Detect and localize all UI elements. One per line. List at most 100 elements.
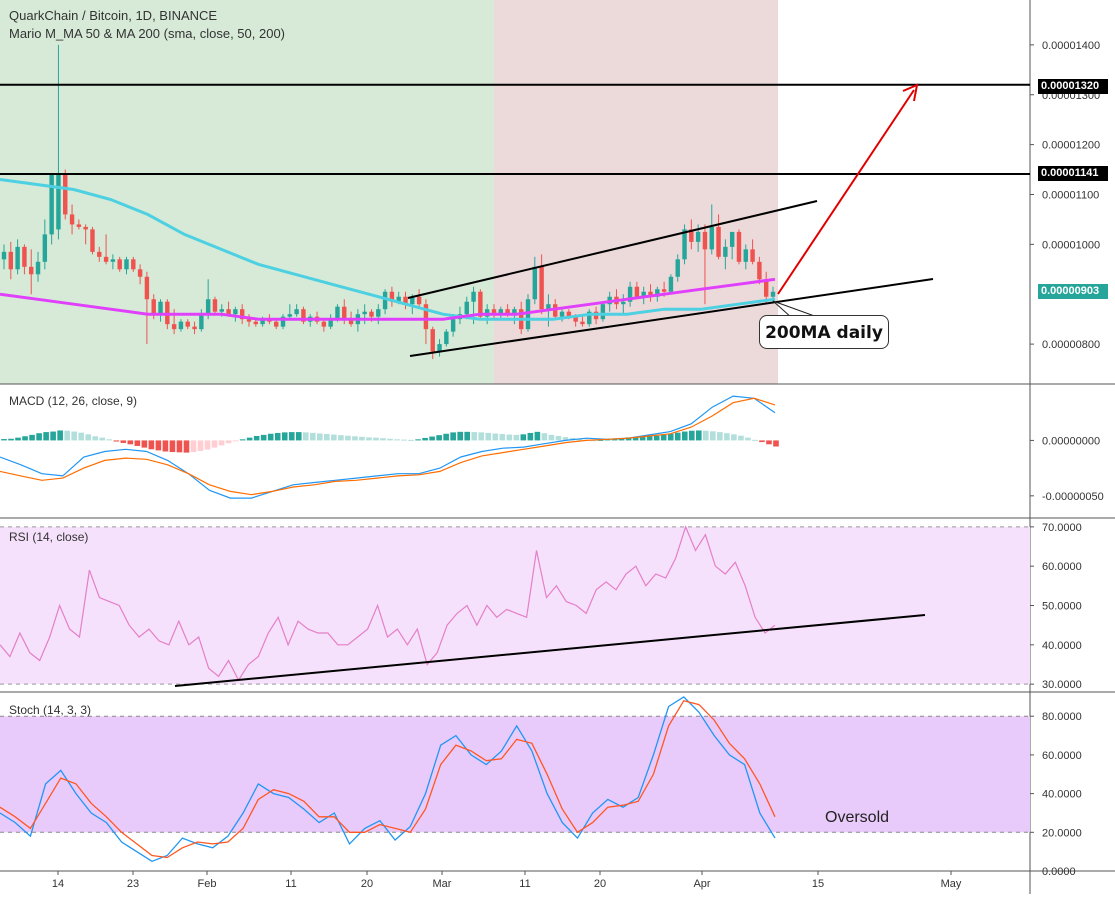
macd-histogram-bar bbox=[43, 432, 49, 441]
macd-histogram-bar bbox=[541, 433, 548, 441]
x-tick-label: Mar bbox=[433, 878, 452, 890]
chart-title: QuarkChain / Bitcoin, 1D, BINANCE bbox=[9, 8, 218, 23]
candle-body bbox=[35, 261, 41, 275]
candle-body bbox=[587, 311, 592, 325]
candle-body bbox=[205, 299, 211, 315]
macd-histogram-bar bbox=[211, 440, 218, 448]
candle-body bbox=[63, 174, 68, 215]
candle-body bbox=[675, 259, 680, 277]
candle-body bbox=[450, 319, 456, 332]
x-tick-label: 11 bbox=[519, 878, 530, 890]
macd-histogram-bar bbox=[731, 434, 737, 441]
stoch-d-line bbox=[0, 699, 776, 859]
macd-histogram-bar bbox=[752, 439, 758, 441]
macd-histogram-bar bbox=[710, 431, 716, 441]
oversold-label: Oversold bbox=[825, 809, 890, 826]
candle-body bbox=[559, 311, 565, 317]
candle-body bbox=[97, 251, 102, 257]
rsi-trendline bbox=[174, 614, 926, 687]
macd-histogram-bar bbox=[141, 440, 148, 448]
ma200-callout: 200MA daily bbox=[759, 315, 889, 349]
stoch-k-line bbox=[0, 696, 776, 863]
candle-body bbox=[416, 296, 422, 305]
candle-body bbox=[15, 246, 20, 270]
candle-body bbox=[49, 174, 54, 235]
x-tick-label: Apr bbox=[693, 878, 710, 890]
projection-arrow bbox=[777, 89, 915, 295]
level-1141-tag: 0.00001141 bbox=[1038, 166, 1108, 181]
candle-body bbox=[702, 231, 708, 250]
candle-body bbox=[29, 266, 34, 275]
x-tick-label: 20 bbox=[361, 878, 373, 890]
macd-histogram-bar bbox=[401, 439, 407, 441]
macd-histogram-bar bbox=[373, 437, 379, 441]
candle-body bbox=[69, 214, 75, 225]
macd-histogram-bar bbox=[485, 432, 492, 441]
macd-histogram-bar bbox=[1, 439, 7, 441]
candle-body bbox=[192, 326, 197, 330]
macd-histogram-bar bbox=[232, 440, 239, 442]
candle-body bbox=[212, 299, 218, 312]
price-tick-label: 0.00000800 bbox=[1042, 339, 1100, 351]
macd-histogram-bar bbox=[695, 430, 702, 441]
macd-histogram-bar bbox=[527, 432, 534, 441]
candle-body bbox=[410, 296, 415, 305]
macd-histogram-bar bbox=[618, 437, 625, 441]
candle-body bbox=[287, 314, 293, 317]
macd-histogram-bar bbox=[766, 440, 772, 445]
channel-lower-line bbox=[409, 278, 934, 357]
macd-histogram-bar bbox=[499, 434, 506, 441]
stoch-tick-label: 40.0000 bbox=[1042, 789, 1082, 801]
stoch-tick-label: 80.0000 bbox=[1042, 711, 1082, 723]
price-tick-label: 0.00001400 bbox=[1042, 40, 1100, 52]
candle-body bbox=[376, 309, 381, 317]
candle-body bbox=[362, 311, 367, 315]
macd-histogram-bar bbox=[394, 439, 400, 441]
macd-histogram-bar bbox=[246, 437, 253, 441]
candle-body bbox=[151, 299, 156, 315]
candle-body bbox=[342, 306, 347, 320]
candle-body bbox=[42, 234, 48, 262]
candle-body bbox=[8, 251, 14, 270]
candle-body bbox=[600, 304, 606, 320]
candle-body bbox=[763, 279, 769, 297]
candle-body bbox=[729, 231, 735, 247]
macd-histogram-bar bbox=[295, 432, 302, 441]
candle-body bbox=[246, 319, 252, 322]
candle-body bbox=[274, 321, 279, 327]
macd-histogram-bar bbox=[85, 434, 92, 441]
macd-label: MACD (12, 26, close, 9) bbox=[9, 394, 138, 408]
candle-body bbox=[539, 266, 544, 310]
x-tick-label: 20 bbox=[594, 878, 606, 890]
macd-histogram-bar bbox=[471, 432, 478, 441]
x-tick-label: May bbox=[941, 878, 962, 890]
candle-body bbox=[321, 321, 327, 327]
candle-body bbox=[695, 231, 701, 242]
candle-body bbox=[56, 174, 61, 230]
macd-histogram-bar bbox=[274, 432, 281, 441]
candle-body bbox=[83, 226, 88, 230]
macd-histogram-bar bbox=[681, 431, 688, 441]
macd-histogram-bar bbox=[8, 438, 14, 441]
price-tick-label: 0.00001000 bbox=[1042, 239, 1100, 251]
candle-body bbox=[348, 319, 354, 325]
candle-body bbox=[750, 249, 755, 262]
macd-histogram-bar bbox=[436, 435, 442, 441]
macd-histogram-bar bbox=[625, 437, 632, 441]
macd-histogram-bar bbox=[717, 432, 723, 441]
rsi-tick-label: 70.0000 bbox=[1042, 522, 1082, 534]
macd-histogram-bar bbox=[127, 440, 134, 445]
rsi-tick-label: 50.0000 bbox=[1042, 601, 1082, 613]
x-tick-label: 14 bbox=[52, 878, 64, 890]
candle-body bbox=[471, 291, 476, 302]
candle-body bbox=[369, 311, 374, 317]
macd-histogram-bar bbox=[22, 436, 28, 441]
candle-body bbox=[641, 291, 646, 297]
candle-body bbox=[1, 251, 7, 260]
macd-histogram-bar bbox=[534, 431, 541, 441]
macd-histogram-bar bbox=[745, 437, 751, 441]
candle-body bbox=[525, 299, 531, 330]
macd-histogram-bar bbox=[324, 434, 330, 441]
